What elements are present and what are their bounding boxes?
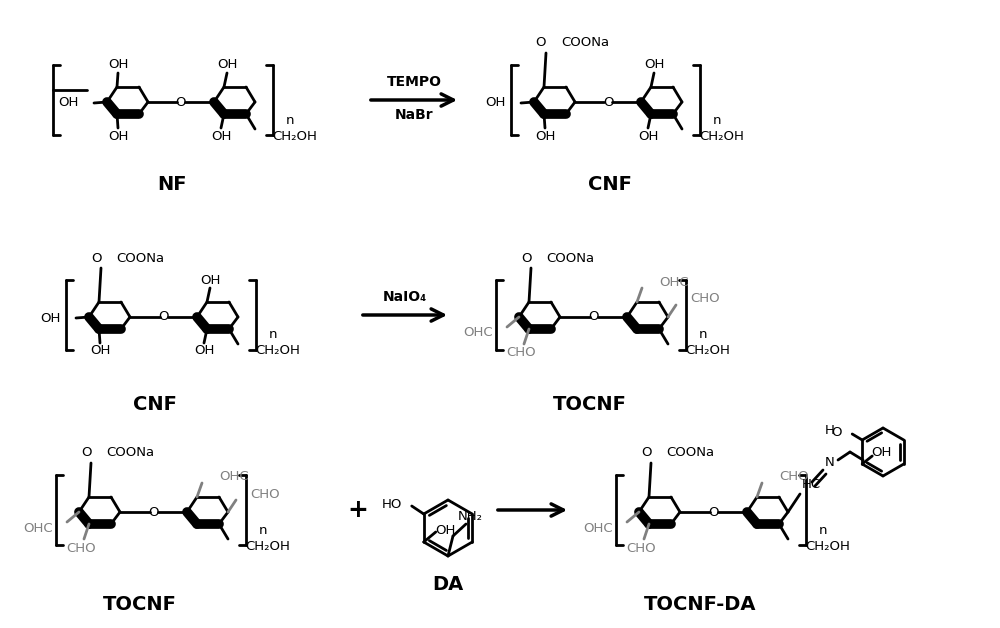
Text: CHO: CHO bbox=[250, 487, 280, 501]
Text: OHC: OHC bbox=[583, 521, 613, 534]
Text: CH₂OH: CH₂OH bbox=[255, 345, 300, 357]
Text: O: O bbox=[158, 310, 169, 323]
Text: O: O bbox=[588, 310, 599, 323]
Text: n: n bbox=[286, 114, 294, 126]
Text: OH: OH bbox=[871, 447, 891, 460]
Text: n: n bbox=[259, 524, 268, 536]
Text: CHO: CHO bbox=[779, 470, 809, 484]
Text: OH: OH bbox=[108, 129, 128, 143]
Text: HO: HO bbox=[381, 497, 402, 511]
Text: O: O bbox=[536, 36, 546, 50]
Text: COONa: COONa bbox=[546, 251, 594, 264]
Text: COONa: COONa bbox=[106, 447, 154, 460]
Text: OHC: OHC bbox=[219, 470, 249, 484]
Text: CHO: CHO bbox=[690, 293, 720, 305]
Text: TOCNF: TOCNF bbox=[103, 595, 177, 615]
Text: CNF: CNF bbox=[588, 175, 632, 195]
Text: OH: OH bbox=[217, 58, 237, 72]
Text: OHC: OHC bbox=[23, 521, 53, 534]
Text: O: O bbox=[603, 95, 613, 109]
Text: H: H bbox=[824, 425, 834, 438]
Text: OH: OH bbox=[436, 524, 456, 536]
Text: O: O bbox=[832, 426, 842, 438]
Text: OH: OH bbox=[59, 97, 79, 109]
Text: CH₂OH: CH₂OH bbox=[685, 345, 730, 357]
Text: O: O bbox=[521, 251, 531, 264]
Text: DA: DA bbox=[432, 575, 464, 595]
Text: OH: OH bbox=[90, 345, 110, 357]
Text: OH: OH bbox=[638, 129, 658, 143]
Text: COONa: COONa bbox=[561, 36, 609, 50]
Text: TOCNF-DA: TOCNF-DA bbox=[644, 595, 756, 615]
Text: OHC: OHC bbox=[463, 327, 493, 340]
Text: CHO: CHO bbox=[66, 541, 96, 555]
Text: O: O bbox=[708, 506, 719, 519]
Text: O: O bbox=[176, 95, 186, 109]
Text: HC: HC bbox=[802, 477, 821, 490]
Text: NH₂: NH₂ bbox=[458, 509, 482, 522]
Text: CH₂OH: CH₂OH bbox=[245, 539, 290, 553]
Text: NaIO₄: NaIO₄ bbox=[383, 290, 427, 304]
Text: n: n bbox=[269, 328, 278, 342]
Text: OH: OH bbox=[200, 274, 220, 286]
Text: OH: OH bbox=[211, 129, 231, 143]
Text: OH: OH bbox=[108, 58, 128, 72]
Text: O: O bbox=[91, 251, 101, 264]
Text: OHC: OHC bbox=[659, 276, 689, 288]
Text: TOCNF: TOCNF bbox=[553, 396, 627, 414]
Text: OH: OH bbox=[535, 129, 555, 143]
Text: OH: OH bbox=[644, 58, 664, 72]
Text: OH: OH bbox=[486, 97, 506, 109]
Text: O: O bbox=[81, 447, 91, 460]
Text: n: n bbox=[699, 328, 708, 342]
Text: COONa: COONa bbox=[666, 447, 714, 460]
Text: TEMPO: TEMPO bbox=[386, 75, 442, 89]
Text: NaBr: NaBr bbox=[395, 108, 433, 122]
Text: CHO: CHO bbox=[506, 347, 536, 359]
Text: CNF: CNF bbox=[133, 396, 177, 414]
Text: n: n bbox=[713, 114, 722, 126]
Text: CHO: CHO bbox=[626, 541, 656, 555]
Text: +: + bbox=[348, 498, 368, 522]
Text: OH: OH bbox=[41, 311, 61, 325]
Text: COONa: COONa bbox=[116, 251, 164, 264]
Text: NF: NF bbox=[157, 175, 187, 195]
Text: CH₂OH: CH₂OH bbox=[805, 539, 850, 553]
Text: CH₂OH: CH₂OH bbox=[699, 129, 744, 143]
Text: O: O bbox=[148, 506, 159, 519]
Text: n: n bbox=[819, 524, 828, 536]
Text: CH₂OH: CH₂OH bbox=[272, 129, 317, 143]
Text: O: O bbox=[641, 447, 651, 460]
Text: N: N bbox=[825, 455, 835, 468]
Text: OH: OH bbox=[194, 345, 214, 357]
